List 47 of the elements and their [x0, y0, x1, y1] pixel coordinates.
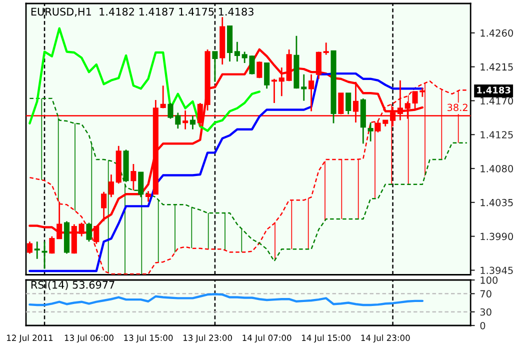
- candlestick: [145, 190, 152, 202]
- y-tick-label: 1.3945: [480, 266, 513, 274]
- chart-title: RSI(14) 53.6977: [31, 280, 114, 290]
- line-series: [28, 292, 424, 306]
- y-tick-label: 1.3990: [480, 232, 513, 240]
- candlestick: [368, 122, 374, 142]
- candlestick: [308, 74, 314, 112]
- line-series: [28, 27, 261, 132]
- y-tick-label: 0: [480, 322, 486, 330]
- candlestick: [323, 42, 329, 56]
- candlestick: [26, 240, 32, 254]
- line-series: [29, 98, 468, 262]
- candlestick: [101, 191, 107, 222]
- candlestick: [234, 41, 240, 62]
- candlestick: [256, 60, 262, 79]
- text: 1.4183: [477, 86, 510, 94]
- candlestick: [34, 240, 40, 260]
- candlestick: [130, 163, 136, 192]
- annotation: 38.2: [447, 104, 468, 112]
- y-tick-label: 70: [480, 290, 492, 298]
- x-tick-label: 12 Jul 2011: [7, 334, 53, 343]
- candlestick: [264, 62, 270, 90]
- y-tick-label: 1.4215: [480, 63, 513, 71]
- x-tick-label: 13 Jul 23:00: [183, 334, 232, 343]
- candlestick: [49, 236, 55, 254]
- candlestick: [86, 222, 92, 242]
- x-tick-label: 14 Jul 07:00: [242, 334, 292, 343]
- x-tick-label: 13 Jul 15:00: [124, 334, 173, 343]
- candlestick: [316, 51, 322, 80]
- y-tick-label: 30: [480, 308, 492, 316]
- y-tick-label: 1.4035: [480, 198, 513, 206]
- x-tick-label: 14 Jul 15:00: [302, 334, 351, 343]
- candlestick: [278, 66, 284, 97]
- y-tick-label: 1.4260: [480, 29, 513, 37]
- y-tick-label: 100: [480, 276, 498, 284]
- chart-title: EURUSD,H1 1.4182 1.4187 1.4175 1.4183: [31, 8, 254, 17]
- candlestick: [301, 74, 307, 102]
- y-tick-label: 1.4125: [480, 131, 513, 138]
- y-tick-label: 1.4080: [480, 164, 513, 172]
- x-tick-label: 13 Jul 06:00: [64, 334, 114, 343]
- y-tick-label: 1.4170: [480, 97, 513, 105]
- candlestick: [138, 172, 144, 198]
- candlestick: [108, 174, 114, 198]
- candlestick: [190, 115, 196, 130]
- candlestick: [160, 84, 166, 109]
- candlestick: [346, 92, 352, 115]
- x-tick-label: 14 Jul 23:00: [361, 334, 410, 343]
